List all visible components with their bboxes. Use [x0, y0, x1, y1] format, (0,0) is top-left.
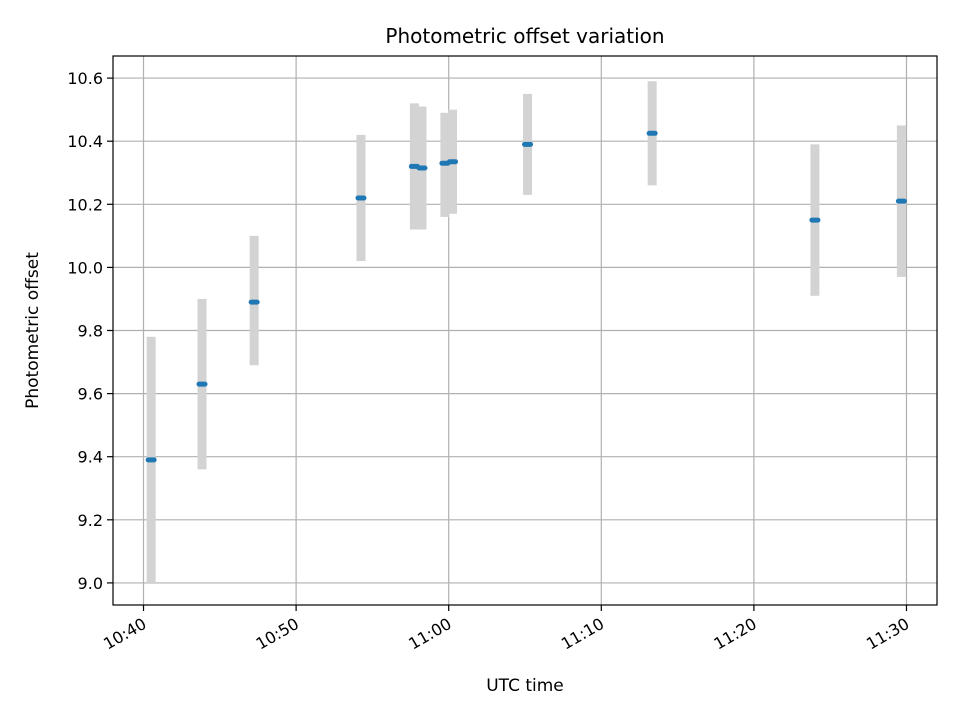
y-tick-label: 9.2	[78, 511, 103, 530]
data-point	[522, 141, 534, 147]
y-axis: 9.0 9.2 9.4 9.6 9.8 10.0 10.2 10.4 10.6	[67, 69, 113, 593]
data-point	[248, 299, 260, 305]
x-tick-label: 11:10	[558, 614, 607, 654]
x-tick-label: 11:00	[405, 614, 454, 654]
chart-title: Photometric offset variation	[385, 24, 664, 48]
data-point	[145, 457, 157, 463]
data-point	[416, 165, 428, 171]
data-point	[447, 159, 459, 165]
y-tick-label: 9.4	[78, 448, 103, 467]
data-point	[196, 381, 208, 387]
data-points	[145, 130, 907, 463]
y-tick-label: 10.0	[67, 258, 103, 277]
x-axis: 10:40 10:50 11:00 11:10 11:20 11:30	[100, 605, 912, 654]
x-tick-label: 11:30	[863, 614, 912, 654]
y-tick-label: 10.2	[67, 195, 103, 214]
data-point	[895, 198, 907, 204]
x-axis-label: UTC time	[486, 676, 564, 696]
data-point	[809, 217, 821, 223]
x-tick-label: 10:40	[100, 614, 149, 654]
y-axis-label: Photometric offset	[23, 252, 43, 409]
y-tick-label: 9.6	[78, 385, 103, 404]
y-tick-label: 9.8	[78, 322, 103, 341]
data-point	[646, 130, 658, 136]
x-tick-label: 10:50	[253, 614, 302, 654]
error-bars	[146, 81, 906, 583]
x-tick-label: 11:20	[710, 614, 759, 654]
y-tick-label: 10.4	[67, 132, 103, 151]
y-tick-label: 10.6	[67, 69, 103, 88]
y-tick-label: 9.0	[78, 574, 103, 593]
data-point	[355, 195, 367, 201]
